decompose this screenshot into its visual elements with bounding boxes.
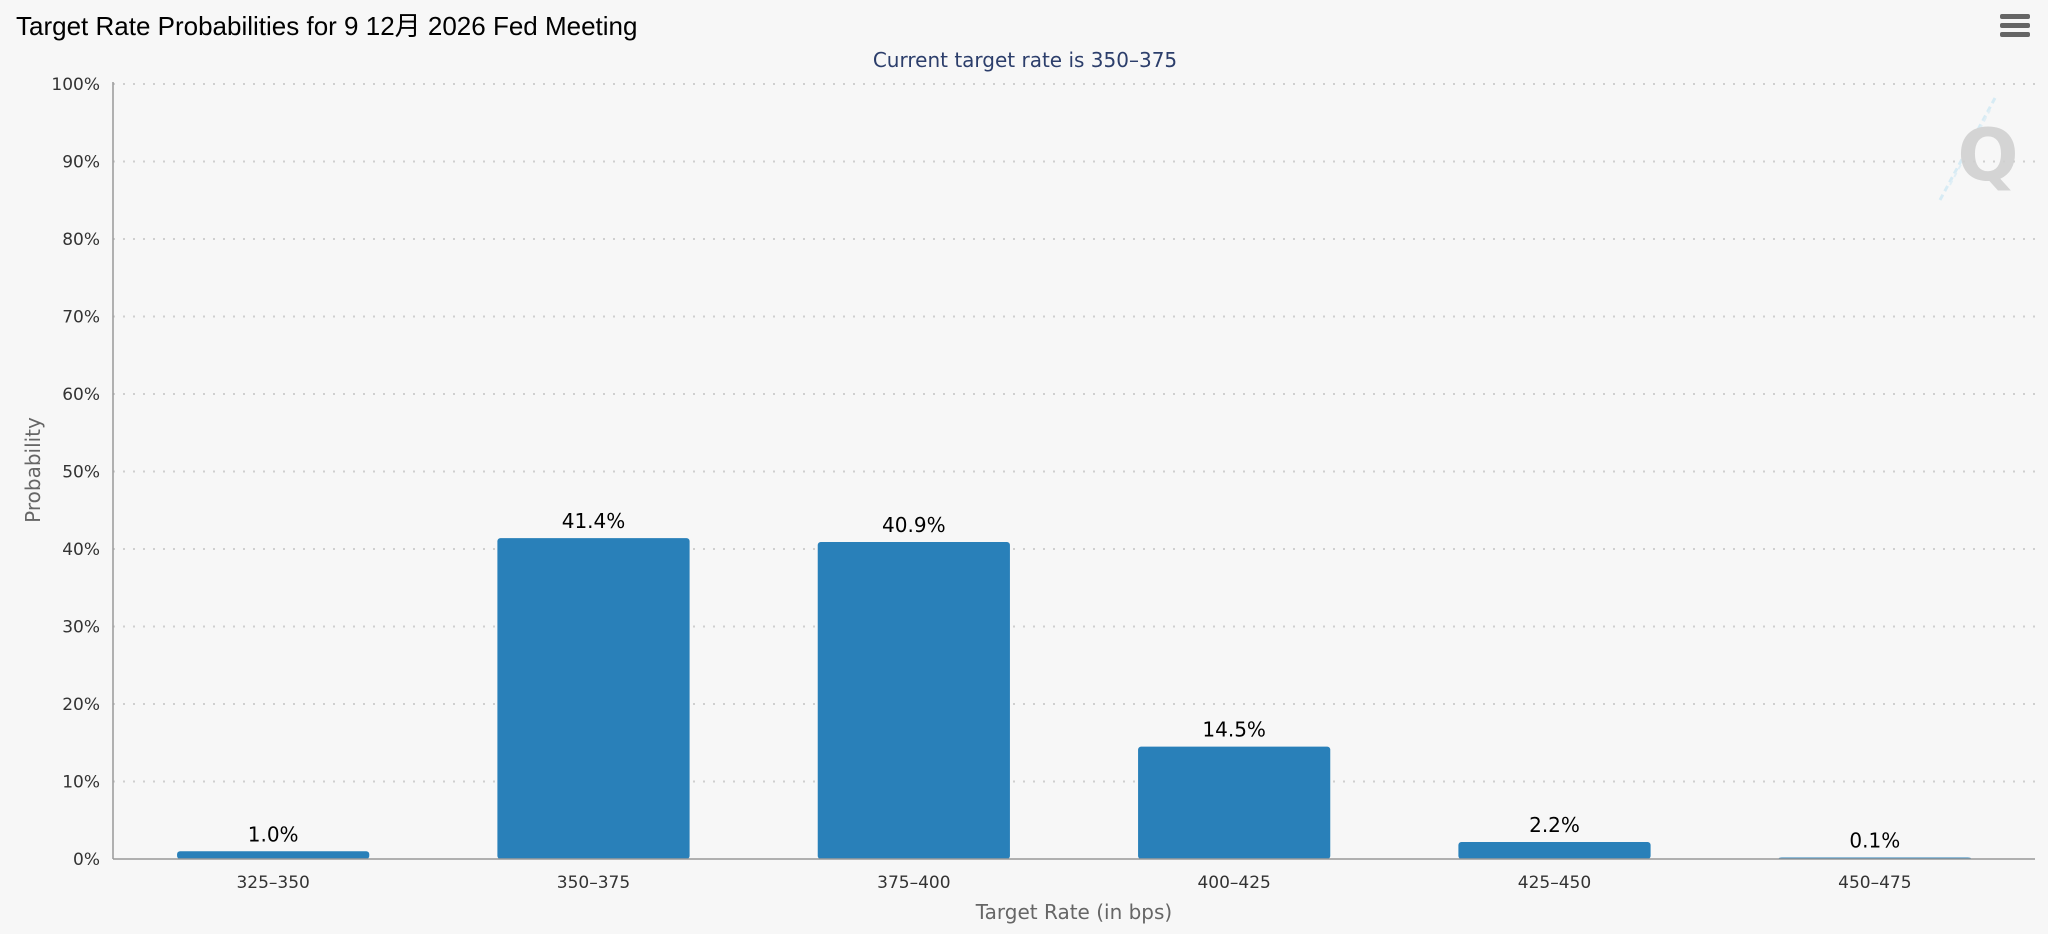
x-tick-label: 450–475 bbox=[1838, 873, 1911, 893]
bar-value-label: 40.9% bbox=[882, 513, 946, 537]
quikstrike-logo-icon: Q bbox=[1938, 97, 2019, 201]
y-tick-label: 40% bbox=[62, 540, 100, 560]
y-tick-label: 60% bbox=[62, 385, 100, 405]
bar-value-label: 2.2% bbox=[1529, 813, 1580, 837]
bar[interactable] bbox=[817, 542, 1010, 859]
bar[interactable] bbox=[1458, 841, 1651, 859]
bar[interactable] bbox=[1138, 746, 1331, 859]
y-axis-label: Probability bbox=[21, 417, 45, 523]
y-tick-label: 100% bbox=[51, 75, 100, 95]
x-tick-label: 425–450 bbox=[1518, 873, 1591, 893]
y-tick-label: 0% bbox=[73, 850, 100, 870]
chart-title: Target Rate Probabilities for 9 12月 2026… bbox=[16, 11, 638, 41]
bar[interactable] bbox=[177, 851, 370, 859]
x-tick-label: 325–350 bbox=[236, 873, 309, 893]
y-tick-label: 90% bbox=[62, 153, 100, 173]
y-tick-label: 80% bbox=[62, 230, 100, 250]
x-tick-label: 350–375 bbox=[557, 873, 630, 893]
hamburger-menu-icon[interactable] bbox=[2000, 14, 2030, 40]
y-tick-label: 30% bbox=[62, 618, 100, 638]
chart-subtitle: Current target rate is 350–375 bbox=[873, 48, 1177, 72]
x-tick-label: 375–400 bbox=[877, 873, 950, 893]
x-axis-label: Target Rate (in bps) bbox=[975, 900, 1172, 924]
y-tick-label: 10% bbox=[62, 773, 100, 793]
y-tick-label: 50% bbox=[62, 463, 100, 483]
bar-value-label: 41.4% bbox=[562, 509, 626, 533]
svg-text:Q: Q bbox=[1957, 113, 2018, 197]
bar-value-label: 1.0% bbox=[248, 822, 299, 846]
y-tick-label: 20% bbox=[62, 695, 100, 715]
bar[interactable] bbox=[497, 538, 690, 859]
y-tick-label: 70% bbox=[62, 308, 100, 328]
x-tick-label: 400–425 bbox=[1197, 873, 1270, 893]
bar-value-label: 14.5% bbox=[1202, 718, 1266, 742]
bar-value-label: 0.1% bbox=[1849, 829, 1900, 853]
